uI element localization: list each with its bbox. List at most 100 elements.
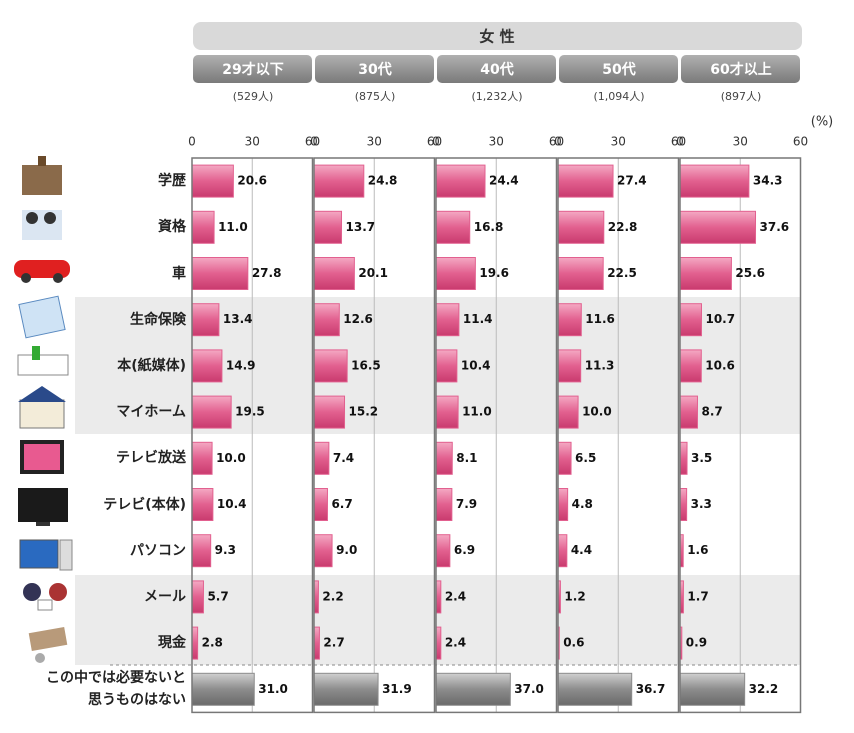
category-label: 車	[172, 265, 186, 282]
category-label: テレビ(本体)	[103, 496, 186, 513]
panel-frame	[191, 157, 314, 714]
value-label: 7.4	[333, 451, 354, 465]
bar	[557, 210, 605, 244]
bar	[435, 164, 486, 198]
bar	[435, 303, 460, 337]
value-label: 9.0	[336, 543, 357, 557]
bar	[191, 257, 249, 290]
bar	[557, 488, 569, 521]
value-label: 24.8	[368, 174, 398, 188]
x-tick-label: 30	[245, 135, 260, 149]
x-tick-label: 30	[489, 135, 504, 149]
value-label: 1.7	[687, 589, 708, 603]
bar	[313, 395, 346, 429]
x-tick-label: 60	[305, 135, 320, 149]
category-label: 生命保険	[130, 311, 186, 328]
sample-size: (875人)	[355, 90, 396, 103]
value-label: 5.7	[207, 589, 228, 603]
bar	[313, 441, 330, 475]
category-label: 現金	[158, 635, 186, 652]
x-tick-label: 30	[611, 135, 626, 149]
value-label: 12.6	[343, 312, 373, 326]
x-tick-label: 60	[427, 135, 442, 149]
value-label: 37.6	[760, 220, 790, 234]
category-label: 本(紙媒体)	[117, 357, 186, 374]
value-label: 11.3	[585, 358, 615, 372]
value-label: 19.6	[479, 266, 509, 280]
chart-title: 女 性	[479, 28, 514, 46]
value-label: 0.6	[563, 636, 584, 650]
sample-size: (1,094人)	[593, 90, 644, 103]
category-label: 学歴	[158, 173, 186, 190]
value-label: 2.4	[445, 589, 466, 603]
value-label: 11.0	[462, 405, 492, 419]
value-label: 3.5	[691, 451, 712, 465]
bar	[679, 441, 688, 475]
x-tick-label: 0	[554, 135, 562, 149]
bar	[557, 164, 614, 198]
value-label: 19.5	[235, 405, 265, 419]
bar	[435, 395, 459, 429]
bar	[679, 303, 702, 337]
value-label: 27.8	[252, 266, 282, 280]
value-label: 25.6	[735, 266, 765, 280]
x-tick-label: 0	[188, 135, 196, 149]
value-label: 4.4	[571, 543, 592, 557]
value-label: 2.8	[202, 636, 223, 650]
value-label: 15.2	[349, 405, 379, 419]
bar	[191, 488, 214, 521]
bar	[679, 395, 698, 429]
bar	[191, 164, 234, 198]
value-label: 1.6	[687, 543, 708, 557]
value-label: 31.0	[258, 682, 288, 696]
category-label: パソコン	[130, 542, 186, 559]
x-tick-label: 60	[549, 135, 564, 149]
bar	[313, 257, 355, 290]
value-label: 6.9	[454, 543, 475, 557]
bar	[191, 441, 213, 475]
bar	[313, 534, 333, 568]
bar	[679, 488, 688, 521]
sample-size: (1,232人)	[471, 90, 522, 103]
legend-label: 29才以下	[222, 61, 283, 78]
value-label: 22.8	[608, 220, 638, 234]
value-label: 10.4	[217, 497, 247, 511]
value-label: 16.8	[474, 220, 504, 234]
value-label: 16.5	[351, 358, 381, 372]
category-label: マイホーム	[116, 404, 186, 421]
value-label: 6.7	[331, 497, 352, 511]
bar	[557, 257, 604, 290]
value-label: 3.3	[691, 497, 712, 511]
legend-label: 40代	[480, 61, 513, 78]
value-label: 10.4	[461, 358, 491, 372]
value-label: 32.2	[749, 682, 779, 696]
sample-size: (529人)	[233, 90, 274, 103]
bar	[191, 210, 215, 244]
value-label: 7.9	[456, 497, 477, 511]
value-label: 31.9	[382, 682, 412, 696]
category-label: 資格	[158, 219, 186, 236]
bar	[557, 303, 582, 337]
bar	[679, 164, 750, 198]
bar	[313, 349, 348, 383]
age-header	[559, 55, 678, 83]
value-label: 14.9	[226, 358, 256, 372]
panel-frame	[435, 157, 558, 714]
bar	[191, 580, 204, 614]
value-label: 10.0	[216, 451, 246, 465]
bar	[557, 672, 633, 706]
age-header	[437, 55, 556, 83]
x-tick-label: 30	[367, 135, 382, 149]
value-label: 22.5	[607, 266, 637, 280]
bar	[313, 626, 320, 660]
bar	[191, 395, 232, 429]
age-header	[681, 55, 800, 83]
value-label: 10.0	[582, 405, 612, 419]
value-label: 13.7	[346, 220, 376, 234]
bar	[435, 349, 458, 383]
bar	[679, 257, 732, 290]
bar	[313, 210, 343, 244]
value-label: 8.1	[456, 451, 477, 465]
x-tick-label: 0	[676, 135, 684, 149]
